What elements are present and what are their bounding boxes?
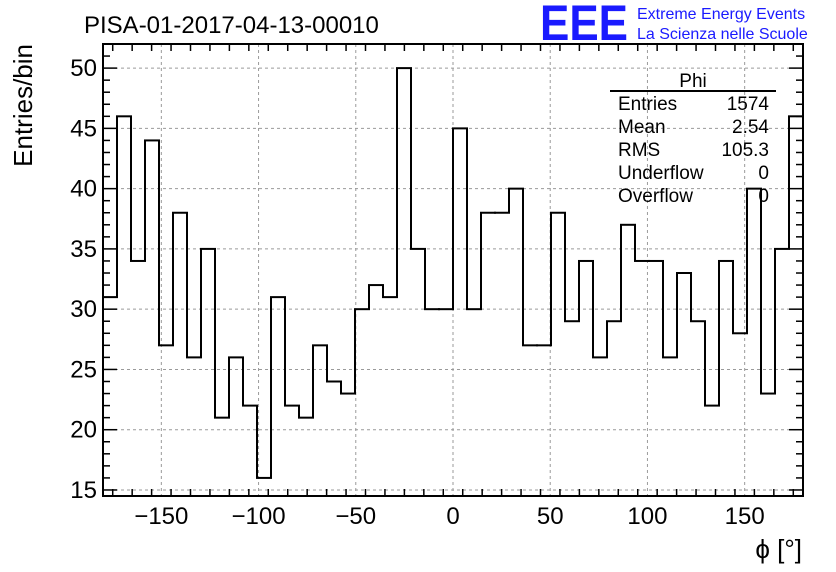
stats-label-overflow: Overflow — [618, 186, 693, 207]
stats-box-title: Phi — [679, 71, 706, 92]
y-tick-label: 30 — [70, 296, 97, 323]
stats-value-overflow: 0 — [758, 186, 769, 207]
y-tick-label: 40 — [70, 176, 97, 203]
y-tick-label: 15 — [70, 477, 97, 504]
axis-ticks — [103, 44, 803, 496]
stats-value-entries: 1574 — [727, 94, 770, 115]
x-tick-label: 150 — [725, 503, 765, 530]
x-tick-labels: −150 −100 −50 0 50 100 150 — [134, 503, 764, 530]
plot-frame — [102, 43, 804, 497]
stats-value-mean: 2.54 — [732, 117, 769, 138]
y-tick-label: 45 — [70, 115, 97, 142]
y-tick-labels: 15 20 25 30 35 40 45 50 — [70, 55, 97, 504]
stats-value-underflow: 0 — [758, 163, 769, 184]
x-tick-label: 100 — [627, 503, 667, 530]
y-tick-label: 50 — [70, 55, 97, 82]
histogram-series — [102, 67, 804, 479]
x-axis-label: ϕ [°] — [755, 534, 802, 564]
stats-value-rms: 105.3 — [721, 140, 769, 161]
x-tick-label: 0 — [446, 503, 459, 530]
logo-line-1: Extreme Energy Events — [637, 6, 805, 23]
stats-label-entries: Entries — [618, 94, 677, 115]
y-tick-label: 35 — [70, 236, 97, 263]
stats-label-underflow: Underflow — [618, 163, 704, 184]
y-axis-label: Entries/bin — [8, 44, 38, 167]
x-tick-label: −50 — [335, 503, 376, 530]
stats-box: Phi Entries 1574 Mean 2.54 RMS 105.3 Und… — [610, 71, 776, 207]
y-tick-label: 25 — [70, 356, 97, 383]
logo-letters: EEE — [540, 0, 628, 51]
logo-line-2: La Scienza nelle Scuole — [637, 26, 808, 43]
y-tick-label: 20 — [70, 417, 97, 444]
chart-title: PISA-01-2017-04-13-00010 — [84, 12, 379, 39]
x-tick-label: 50 — [537, 503, 564, 530]
stats-label-mean: Mean — [618, 117, 666, 138]
x-tick-label: −100 — [232, 503, 286, 530]
x-tick-label: −150 — [134, 503, 188, 530]
stats-label-rms: RMS — [618, 140, 660, 161]
